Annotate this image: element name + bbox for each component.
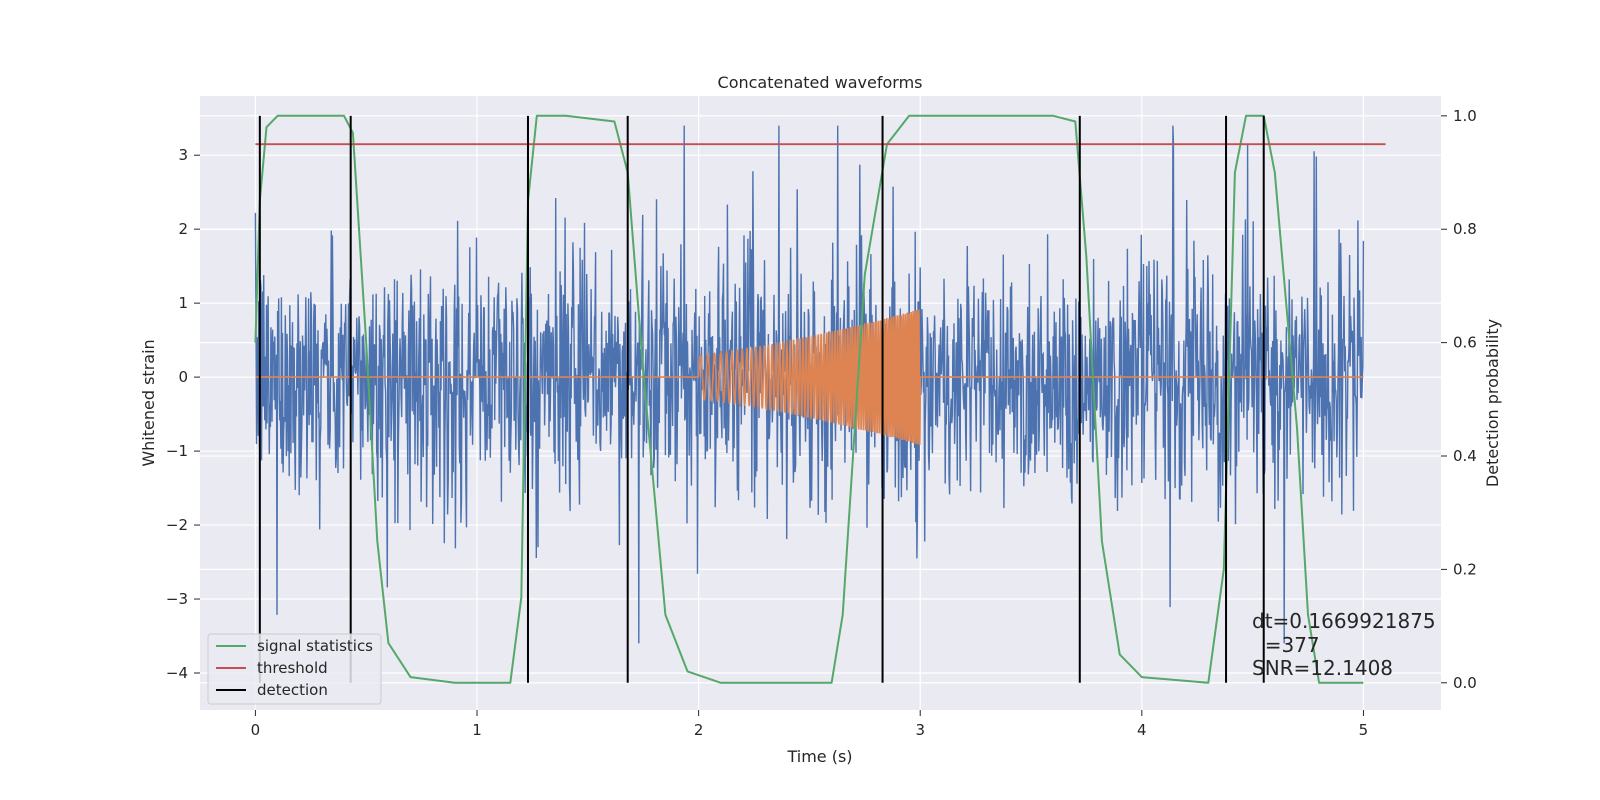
legend-label-signal: signal statistics xyxy=(257,637,373,655)
y2-tick-label: 1.0 xyxy=(1453,107,1477,125)
x-tick-label: 0 xyxy=(251,721,261,739)
legend-label-threshold: threshold xyxy=(257,659,328,677)
ticks: 0 1 2 3 4 5 −4 −3 −2 −1 0 1 2 3 0.0 0.2 0.4 0.6 0.8 1.0 xyxy=(166,107,1477,739)
y-tick-label: −1 xyxy=(166,442,188,460)
grid xyxy=(200,96,1441,710)
y-tick-label: 0 xyxy=(178,368,188,386)
x-tick-label: 4 xyxy=(1137,721,1147,739)
y-tick-label: 3 xyxy=(178,146,188,164)
annotation-line-dt: dt=0.1669921875 xyxy=(1252,609,1436,633)
annotation-line-m: =377 xyxy=(1252,633,1320,657)
series-signal-statistics-line xyxy=(254,114,1364,684)
y2-axis-label: Detection probability xyxy=(1483,319,1502,487)
y2-tick-label: 0.0 xyxy=(1453,674,1477,692)
legend: signal statistics threshold detection xyxy=(207,633,382,705)
y2-tick-label: 0.4 xyxy=(1453,447,1477,465)
chart-title: Concatenated waveforms xyxy=(718,73,923,92)
y2-tick-label: 0.6 xyxy=(1453,334,1477,352)
y-tick-label: 1 xyxy=(178,294,188,312)
x-tick-label: 3 xyxy=(915,721,925,739)
legend-box xyxy=(207,633,382,705)
y-tick-label: 2 xyxy=(178,220,188,238)
y2-tick-label: 0.2 xyxy=(1453,560,1477,578)
annotation-line-snr: SNR=12.1408 xyxy=(1252,656,1393,680)
series-layer xyxy=(254,114,1386,684)
y-tick-label: −2 xyxy=(166,516,188,534)
x-tick-label: 2 xyxy=(694,721,704,739)
y-axis-label: Whitened strain xyxy=(139,339,158,466)
y-tick-label: −3 xyxy=(166,590,188,608)
x-axis-label: Time (s) xyxy=(786,747,852,766)
series-noise-line xyxy=(254,125,1365,644)
annotation: dt=0.1669921875 =377 SNR=12.1408 xyxy=(1252,609,1436,680)
legend-label-detection: detection xyxy=(257,681,328,699)
x-tick-label: 5 xyxy=(1359,721,1369,739)
y-tick-label: −4 xyxy=(166,664,188,682)
y2-tick-label: 0.8 xyxy=(1453,220,1477,238)
x-tick-label: 1 xyxy=(472,721,482,739)
